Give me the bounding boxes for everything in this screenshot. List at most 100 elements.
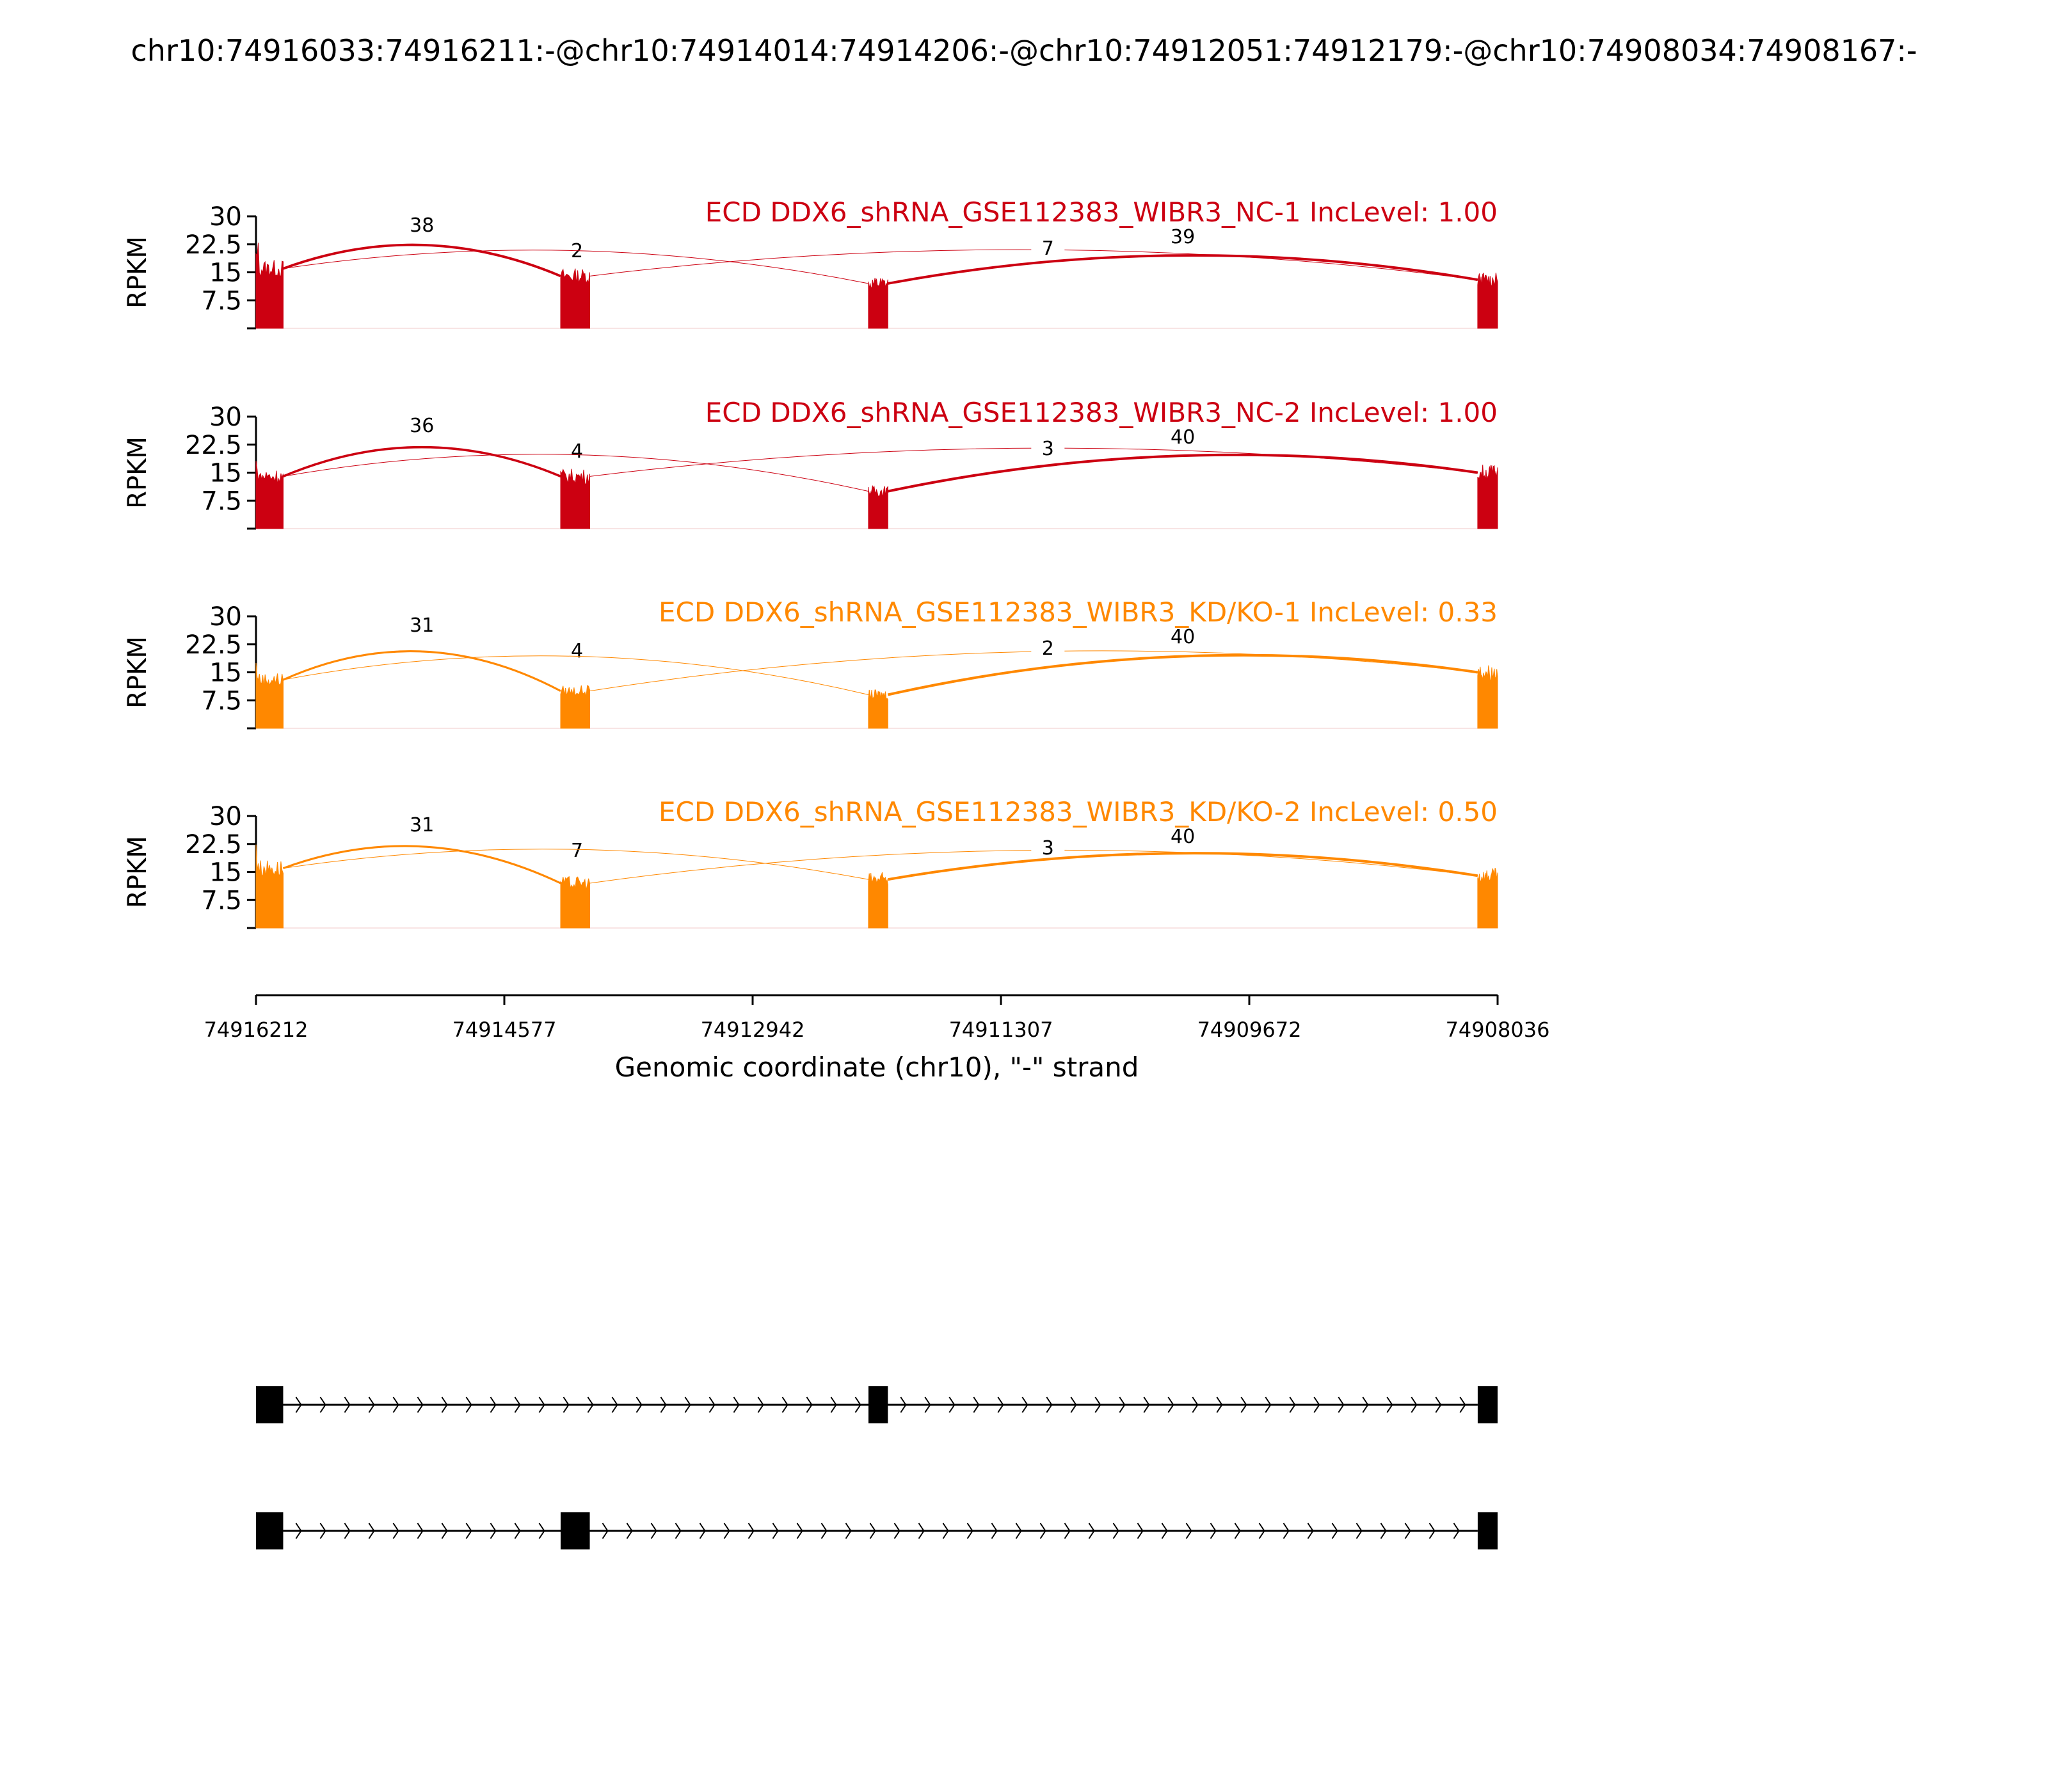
y-axis-label: RPKM [123,836,152,908]
junction-arc [282,650,561,692]
coverage-area [560,876,591,929]
junction-count: 3 [1042,837,1054,860]
junction-count: 31 [410,614,434,637]
junction-count: 2 [571,240,583,262]
junction-count: 40 [1171,626,1195,648]
coverage-area [1477,665,1498,729]
strand-chevron [465,1523,472,1539]
strand-chevron [675,1523,682,1539]
strand-chevron [1435,1396,1442,1413]
junction-label-bg [560,641,594,662]
strand-chevron [1428,1523,1436,1539]
strand-chevron [1356,1523,1363,1539]
y-tick-label: 7.5 [201,286,242,316]
strand-chevron [295,1523,302,1539]
junction-arc [282,445,561,477]
strand-chevron [708,1396,716,1413]
figure-title: chr10:74916033:74916211:-@chr10:74914014… [131,33,1917,68]
coverage-area [560,268,591,329]
strand-chevron [626,1523,633,1539]
strand-chevron [869,1523,876,1539]
strand-chevron [344,1396,351,1413]
strand-chevron [514,1396,521,1413]
strand-chevron [563,1396,570,1413]
strand-chevron [1185,1523,1192,1539]
y-axis-label: RPKM [123,236,152,308]
y-tick-label: 30 [209,202,242,232]
junction-count: 39 [1171,226,1195,248]
junction-label-bg [560,241,594,262]
strand-chevron [1240,1396,1247,1413]
strand-chevron [1234,1523,1241,1539]
junction-label-bg [1031,638,1065,660]
strand-chevron [319,1396,326,1413]
y-tick-label: 15 [209,459,242,488]
junction-count: 7 [571,840,583,862]
strand-chevron [1137,1523,1144,1539]
strand-chevron [368,1523,375,1539]
exon-block [1477,1512,1498,1549]
y-tick-label: 30 [209,602,242,632]
strand-chevron [1265,1396,1272,1413]
exon-block [868,1386,888,1423]
y-tick-label: 7.5 [201,486,242,516]
strand-chevron [1021,1396,1028,1413]
strand-chevron [854,1396,861,1413]
junction-count: 40 [1171,426,1195,449]
x-tick-label: 74914577 [452,1018,557,1042]
junction-label-bg [1031,238,1065,260]
strand-chevron [845,1523,852,1539]
junction-label-bg [560,840,594,862]
strand-chevron [733,1396,740,1413]
strand-chevron [918,1523,925,1539]
junction-label-bg [405,215,439,237]
coverage-area [255,662,284,729]
junction-count: 7 [1042,237,1054,260]
strand-chevron [587,1396,594,1413]
strand-chevron [1386,1396,1393,1413]
strand-chevron [1313,1396,1320,1413]
strand-chevron [1362,1396,1369,1413]
strand-chevron [538,1523,545,1539]
y-axis-label: RPKM [123,636,152,708]
strand-chevron [948,1396,956,1413]
strand-chevron [966,1523,973,1539]
coverage-area [1477,272,1498,329]
strand-chevron [660,1396,667,1413]
junction-count: 4 [571,440,583,463]
junction-arc [282,243,561,278]
strand-chevron [1046,1396,1053,1413]
coverage-area [560,468,591,529]
strand-chevron [1094,1396,1101,1413]
junction-label-bg [405,415,439,437]
strand-chevron [1216,1396,1223,1413]
y-tick-label: 22.5 [185,431,242,460]
strand-chevron [893,1523,900,1539]
strand-chevron [900,1396,907,1413]
strand-chevron [602,1523,609,1539]
exon-block [1477,1386,1498,1423]
exon-block [256,1386,284,1423]
strand-chevron [796,1523,803,1539]
y-tick-label: 7.5 [201,886,242,915]
strand-chevron [1119,1396,1126,1413]
x-tick-label: 74911307 [949,1018,1053,1042]
x-tick-label: 74912942 [701,1018,805,1042]
y-tick-label: 15 [209,659,242,688]
y-tick-label: 15 [209,259,242,288]
strand-chevron [1307,1523,1314,1539]
strand-chevron [650,1523,657,1539]
strand-chevron [723,1523,730,1539]
junction-label-bg [1166,227,1200,248]
strand-chevron [490,1396,497,1413]
junction-count: 40 [1171,826,1195,848]
strand-chevron [1112,1523,1119,1539]
strand-chevron [684,1396,691,1413]
junction-count: 3 [1042,438,1054,460]
x-tick-label: 74909672 [1197,1018,1302,1042]
junction-label-bg [560,441,594,463]
